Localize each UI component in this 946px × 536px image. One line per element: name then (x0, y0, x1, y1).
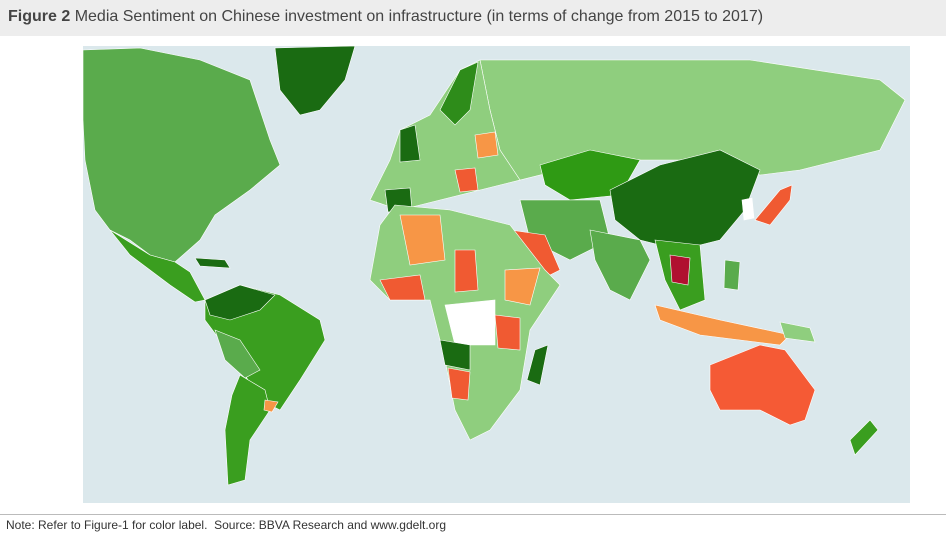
west-africa (379, 274, 426, 301)
uruguay (263, 399, 279, 413)
source-note: Note: Refer to Figure-1 for color label.… (6, 518, 446, 532)
australia (709, 344, 816, 426)
angola (439, 339, 471, 371)
north-america (82, 47, 281, 263)
colombia-venezuela (204, 284, 276, 321)
divider (0, 514, 946, 515)
uk (399, 124, 421, 163)
scandinavia (439, 61, 479, 126)
china-mongolia (609, 149, 761, 251)
balkans (454, 167, 479, 193)
world-map (82, 45, 910, 503)
argentina-chile (224, 374, 271, 486)
thailand (669, 254, 691, 286)
namibia (447, 367, 471, 401)
greenland (274, 45, 356, 116)
korea (741, 197, 755, 221)
horn-of-africa (504, 267, 541, 306)
figure-title-text: Media Sentiment on Chinese investment on… (74, 8, 764, 25)
japan (754, 184, 793, 226)
eastern-europe (474, 131, 499, 159)
caribbean (194, 257, 231, 269)
figure-label: Figure 2 (8, 8, 71, 25)
sudan (454, 249, 479, 293)
drc (444, 299, 496, 346)
philippines (723, 259, 741, 291)
india (589, 229, 651, 301)
indonesia (654, 304, 791, 346)
mexico (109, 229, 206, 303)
title-bar: Figure 2 Media Sentiment on Chinese inve… (0, 0, 946, 36)
madagascar (526, 344, 549, 386)
new-zealand (849, 419, 879, 456)
new-guinea (779, 321, 816, 343)
tanzania (494, 314, 521, 351)
figure-title: Figure 2 Media Sentiment on Chinese inve… (8, 8, 763, 26)
algeria (399, 214, 446, 266)
peru-bolivia (214, 329, 261, 379)
